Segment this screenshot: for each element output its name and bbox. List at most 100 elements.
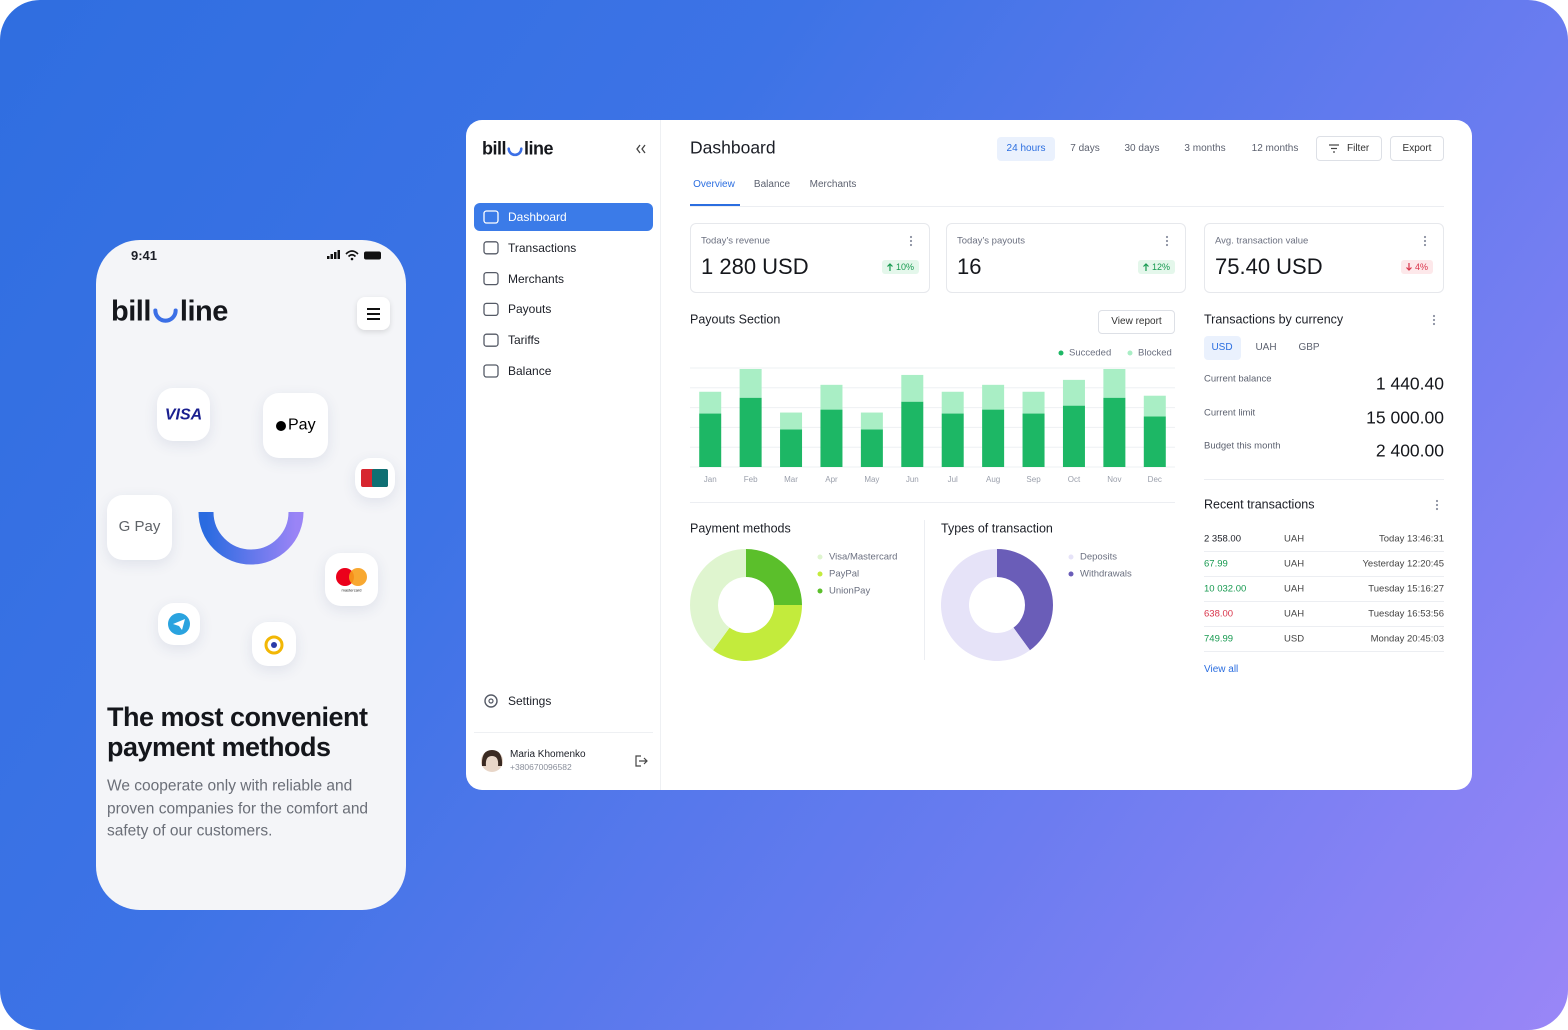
filter-label[interactable]: Filter <box>1347 143 1370 154</box>
view-report-button[interactable] <box>1098 310 1175 334</box>
transaction-currency: UAH <box>1284 533 1305 545</box>
transaction-currency: UAH <box>1284 608 1305 620</box>
kpi-value: 75.40 USD <box>1215 253 1323 279</box>
nav-item[interactable]: Tariffs <box>508 332 540 347</box>
kpi-label: Avg. transaction value <box>1215 235 1309 247</box>
x-tick-label: Mar <box>784 475 798 485</box>
menu-button[interactable] <box>357 297 390 330</box>
legend-label: Blocked <box>1138 347 1172 359</box>
legend-label: Visa/Mastercard <box>829 551 898 563</box>
logo-arc-path <box>507 146 523 156</box>
nav-item[interactable]: Merchants <box>508 271 565 286</box>
nav-item[interactable]: Dashboard <box>508 209 567 224</box>
legend-label: UnionPay <box>829 585 871 597</box>
x-tick-label: Apr <box>825 475 838 485</box>
trend-arrow <box>887 263 893 271</box>
range-tab[interactable]: 30 days <box>1124 143 1160 154</box>
section-tab[interactable]: Balance <box>753 179 791 190</box>
export-label[interactable]: Export <box>1402 143 1432 154</box>
transaction-amount: 2 358.00 <box>1204 533 1241 545</box>
visa-logo: VISA <box>164 406 203 424</box>
kpi-change-text: 12% <box>1151 262 1170 272</box>
currency-active-bg[interactable] <box>1204 336 1241 360</box>
phone-body-text: safety of our customers. <box>107 822 273 840</box>
currency-value: 1 440.40 <box>1375 373 1444 394</box>
logo-text: line <box>524 138 554 159</box>
kpi-label: Today’s payouts <box>957 235 1025 247</box>
filter-button[interactable] <box>1316 136 1382 161</box>
nav-item[interactable]: Transactions <box>508 240 577 255</box>
transaction-currency: UAH <box>1284 558 1305 570</box>
view-all-link[interactable]: View all <box>1204 664 1239 675</box>
phone-heading: The most convenient <box>107 701 368 732</box>
x-tick-label: Sep <box>1026 475 1041 485</box>
section-tab[interactable]: Merchants <box>809 179 857 190</box>
trend-arrow-path <box>1143 263 1149 271</box>
dashboard-window <box>466 120 1472 790</box>
currency-tab[interactable]: GBP <box>1298 342 1320 353</box>
nav-active-bg[interactable] <box>474 203 653 231</box>
currency-label: Current limit <box>1204 406 1256 418</box>
x-tick-label: Dec <box>1147 475 1162 485</box>
row-divider <box>1204 626 1444 627</box>
x-tick-label: Jun <box>905 475 919 485</box>
sidebar-divider <box>660 120 661 790</box>
kpi-card <box>690 223 930 293</box>
row-divider <box>1204 551 1444 552</box>
row-divider <box>1204 576 1444 577</box>
export-button[interactable] <box>1390 136 1444 161</box>
kpi-change: 12% <box>1137 260 1175 274</box>
chart-title: Payouts Section <box>690 312 781 327</box>
chart-title: Types of transaction <box>941 521 1053 536</box>
kpi-change-text: 10% <box>895 262 914 272</box>
nav-item[interactable]: Balance <box>508 363 552 378</box>
transaction-time: Tuesday 16:53:56 <box>1368 608 1444 620</box>
currency-value: 2 400.00 <box>1375 440 1444 461</box>
logo-text: bill <box>482 138 507 159</box>
nav-item[interactable]: Payouts <box>508 302 552 317</box>
mastercard-text: mastercard <box>341 587 362 593</box>
trend-arrow <box>1406 263 1412 271</box>
card-title: Transactions by currency <box>1204 312 1344 327</box>
kpi-value: 1 280 USD <box>701 253 809 279</box>
logo-arc-path <box>153 308 178 323</box>
page-title: Dashboard <box>690 137 776 158</box>
currency-label: Budget this month <box>1204 440 1281 452</box>
range-tab[interactable]: 3 months <box>1184 143 1226 154</box>
google-pay-logo: G Pay <box>118 518 161 535</box>
x-tick-label: Jan <box>703 475 717 485</box>
section-divider <box>690 502 1175 503</box>
section-divider <box>1204 479 1444 480</box>
apple-pay-logo: Pay <box>288 416 316 434</box>
currency-value: 15 000.00 <box>1366 407 1444 427</box>
range-tab[interactable]: 12 months <box>1251 143 1299 154</box>
x-tick-label: Nov <box>1107 475 1122 485</box>
kpi-change-text: 4% <box>1414 262 1428 272</box>
tab-underline <box>690 204 740 206</box>
currency-tab[interactable]: UAH <box>1255 342 1277 353</box>
payment-badge <box>263 393 328 458</box>
logo-text: bill <box>111 295 151 328</box>
logo: bill line <box>482 138 554 160</box>
section-divider <box>924 520 925 660</box>
section-tab[interactable]: Overview <box>693 179 735 190</box>
range-tab[interactable]: 24 hours <box>1006 143 1046 154</box>
range-active-bg[interactable] <box>997 137 1055 161</box>
transaction-amount: 749.99 <box>1204 633 1234 645</box>
kpi-card <box>1204 223 1444 293</box>
kpi-change: 4% <box>1400 260 1433 274</box>
view-report-label[interactable]: View report <box>1111 316 1162 327</box>
transaction-currency: UAH <box>1284 583 1305 595</box>
kpi-change: 10% <box>881 260 919 274</box>
logo-text: line <box>179 295 228 328</box>
currency-tab[interactable]: USD <box>1211 342 1233 353</box>
payment-badge <box>325 553 378 606</box>
nav-item[interactable]: Settings <box>508 693 552 708</box>
range-tab[interactable]: 7 days <box>1070 143 1100 154</box>
status-time: 9:41 <box>131 248 158 264</box>
phone-heading: payment methods <box>107 731 331 762</box>
trend-arrow <box>1143 263 1149 271</box>
row-divider <box>1204 601 1444 602</box>
